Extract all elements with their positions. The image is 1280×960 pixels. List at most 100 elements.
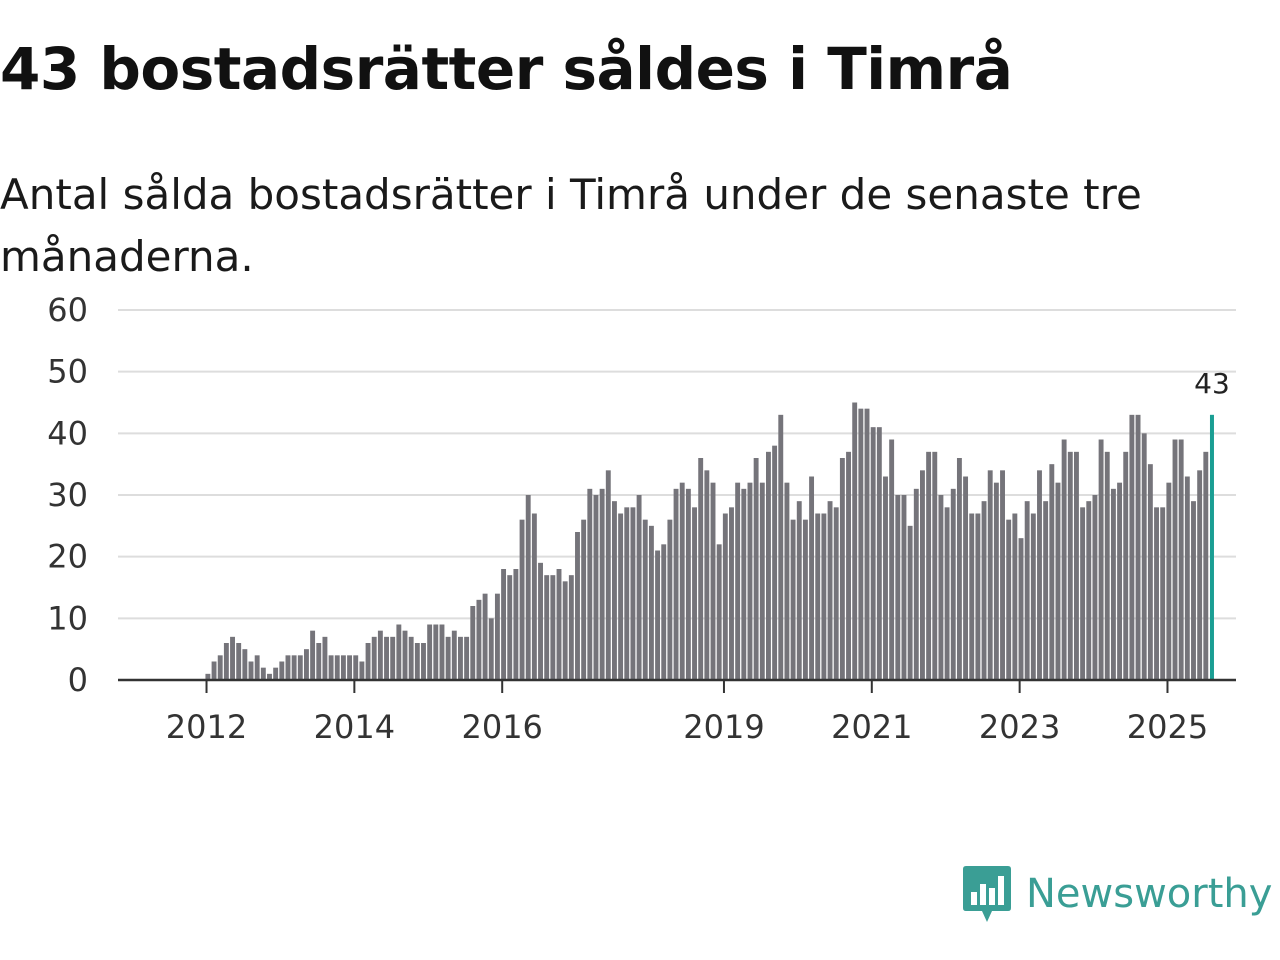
- bar: [1147, 464, 1153, 680]
- bar: [211, 661, 217, 680]
- bar: [285, 655, 291, 680]
- bar: [685, 488, 691, 680]
- bar: [846, 451, 851, 680]
- bar: [544, 575, 550, 680]
- bar: [1061, 439, 1067, 680]
- bar: [963, 476, 969, 680]
- bar: [993, 482, 999, 680]
- bar: [1184, 476, 1190, 680]
- bar: [1129, 414, 1135, 680]
- bar: [304, 649, 309, 680]
- bar: [556, 569, 562, 680]
- newsworthy-logo: Newsworthy: [962, 864, 1272, 924]
- bar: [322, 636, 328, 680]
- bar: [1018, 538, 1024, 680]
- bar: [433, 624, 439, 680]
- bar: [852, 402, 858, 680]
- bar: [310, 630, 316, 680]
- bar: [655, 550, 661, 680]
- bar: [753, 458, 759, 680]
- bar: [932, 451, 938, 680]
- bar: [1055, 482, 1061, 680]
- bar: [377, 630, 383, 680]
- bar: [550, 575, 556, 680]
- y-tick-label: 40: [47, 414, 88, 452]
- bar: [242, 649, 248, 680]
- bar: [741, 488, 747, 680]
- bar: [1080, 507, 1086, 680]
- bar: [316, 643, 322, 680]
- bar: [353, 655, 359, 680]
- bar: [1191, 501, 1196, 680]
- bar: [981, 501, 987, 680]
- bar: [1166, 482, 1172, 680]
- bar-chart: 0 10 20 30 40 50 60 43 2012 2014 2016 2019 2021 202…: [47, 291, 1236, 746]
- bar: [716, 544, 722, 680]
- bar: [722, 513, 728, 680]
- bar: [340, 655, 346, 680]
- bar: [568, 575, 574, 680]
- bar: [624, 507, 630, 680]
- bar: [575, 532, 580, 680]
- bar: [494, 593, 500, 680]
- x-tick-label: 2021: [831, 708, 912, 746]
- bar: [347, 655, 353, 680]
- bar: [895, 495, 901, 680]
- bar: [501, 569, 507, 680]
- bar: [907, 525, 913, 680]
- bar: [870, 427, 876, 680]
- bar: [920, 470, 925, 680]
- bar: [605, 470, 611, 680]
- bar: [273, 667, 279, 680]
- bar: [593, 495, 599, 680]
- bar: [759, 482, 765, 680]
- bar: [772, 445, 778, 680]
- bar: [445, 636, 451, 680]
- bar: [827, 501, 833, 680]
- bar: [704, 470, 710, 680]
- bar: [956, 458, 962, 680]
- bar: [230, 636, 235, 680]
- bar: [698, 458, 704, 680]
- bar: [1160, 507, 1166, 680]
- bar: [642, 519, 648, 680]
- bar: [371, 636, 377, 680]
- bar: [279, 661, 285, 680]
- bar: [648, 525, 654, 680]
- bar: [421, 643, 426, 680]
- bar: [427, 624, 433, 680]
- bar: [1110, 488, 1116, 680]
- bar: [1123, 451, 1129, 680]
- bar: [1086, 501, 1092, 680]
- highlight-bar: [1209, 414, 1214, 680]
- bar: [513, 569, 519, 680]
- bar: [766, 451, 771, 680]
- bar: [1197, 470, 1203, 680]
- bar: [1135, 414, 1141, 680]
- bar: [778, 414, 784, 680]
- chart-title: 43 bostadsrätter såldes i Timrå: [0, 35, 1013, 103]
- bar: [796, 501, 802, 680]
- bar: [1049, 464, 1055, 680]
- bar: [476, 599, 482, 680]
- bar: [254, 655, 260, 680]
- chart-subtitle: Antal sålda bostadsrätter i Timrå under …: [0, 170, 1142, 281]
- bar: [679, 482, 685, 680]
- y-tick-label: 60: [47, 291, 88, 329]
- bar: [1024, 501, 1030, 680]
- bars: 43: [205, 367, 1230, 680]
- y-axis-labels: 0 10 20 30 40 50 60: [47, 291, 88, 699]
- bar: [1037, 470, 1042, 680]
- highlight-value-label: 43: [1194, 367, 1230, 400]
- bar: [790, 519, 796, 680]
- bar: [833, 507, 839, 680]
- bar: [384, 636, 389, 680]
- bar: [1012, 513, 1018, 680]
- bar: [944, 507, 950, 680]
- bar: [950, 488, 956, 680]
- bar: [458, 636, 463, 680]
- bar: [913, 488, 919, 680]
- bar: [531, 513, 537, 680]
- bar: [938, 495, 944, 680]
- bar: [562, 581, 568, 680]
